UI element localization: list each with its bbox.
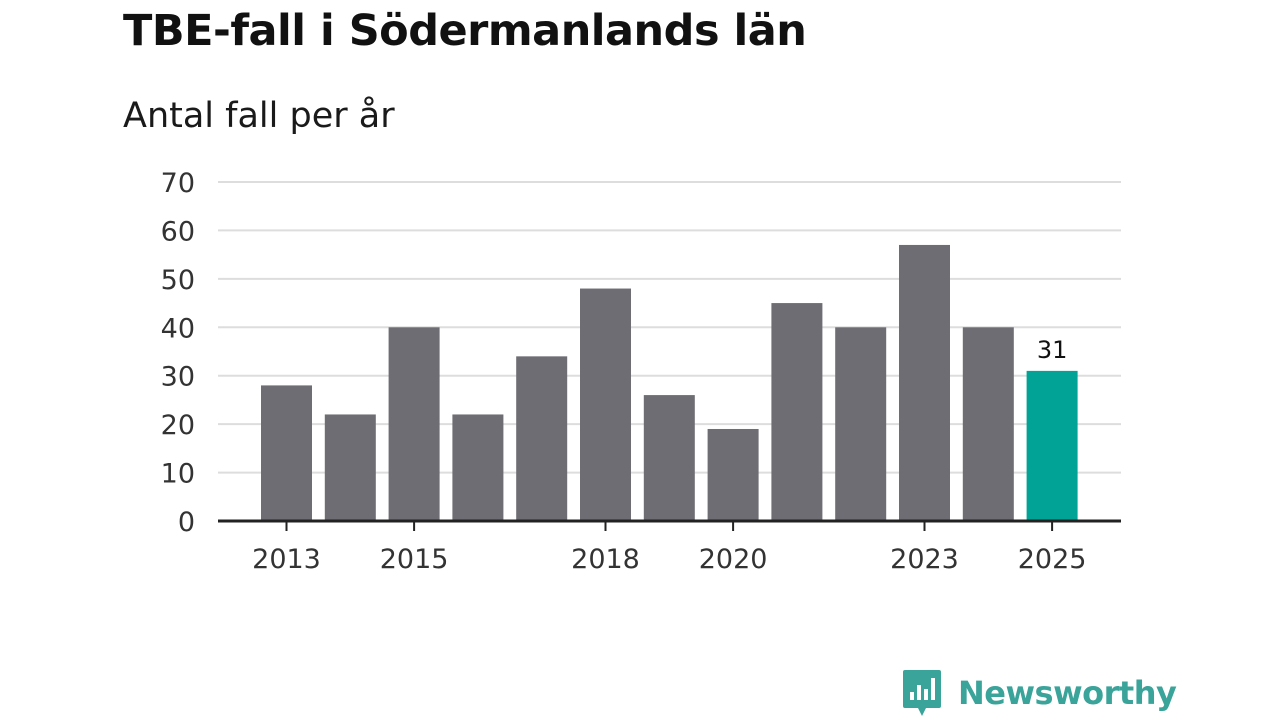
bar-2013	[261, 385, 312, 521]
bar-2015	[388, 327, 440, 521]
newsworthy-logo: Newsworthy	[902, 668, 1177, 718]
y-tick-label: 0	[178, 507, 195, 538]
x-axis-ticks: 2013 2015 2018 2020 2023 2025	[252, 521, 1086, 575]
x-tick-label: 2018	[571, 544, 640, 575]
bar-2020	[707, 428, 759, 521]
chart-subtitle: Antal fall per år	[123, 96, 395, 136]
y-tick-label: 30	[161, 362, 195, 393]
bar-2017	[516, 356, 568, 521]
y-tick-label: 50	[161, 265, 195, 296]
data-label-2025: 31	[1037, 336, 1068, 364]
x-tick-label: 2023	[890, 544, 959, 575]
bar-2014	[324, 414, 376, 521]
bar-2023	[899, 244, 950, 521]
bar-2019	[643, 395, 695, 521]
bar-2016	[452, 414, 504, 521]
bar-2022	[835, 327, 887, 521]
x-tick-label: 2025	[1018, 544, 1087, 575]
bar-highlight-2025	[1026, 370, 1078, 521]
y-tick-label: 70	[161, 168, 195, 199]
chart-title: TBE-fall i Södermanlands län	[123, 6, 807, 56]
x-tick-label: 2020	[699, 544, 768, 575]
newsworthy-logo-icon	[903, 670, 941, 716]
data-labels: 31	[1037, 336, 1068, 364]
y-axis-ticks: 0 10 20 30 40 50 60 70	[161, 168, 195, 538]
bar-2021	[771, 303, 823, 521]
bar-2018	[580, 288, 631, 521]
bar-2024	[962, 327, 1014, 521]
x-tick-label: 2015	[380, 544, 449, 575]
y-tick-label: 40	[161, 313, 195, 344]
y-tick-label: 60	[161, 216, 195, 247]
x-tick-label: 2013	[252, 544, 321, 575]
y-tick-label: 20	[161, 410, 195, 441]
bars	[261, 244, 1078, 521]
brand-name: Newsworthy	[958, 674, 1177, 712]
y-tick-label: 10	[161, 459, 195, 490]
